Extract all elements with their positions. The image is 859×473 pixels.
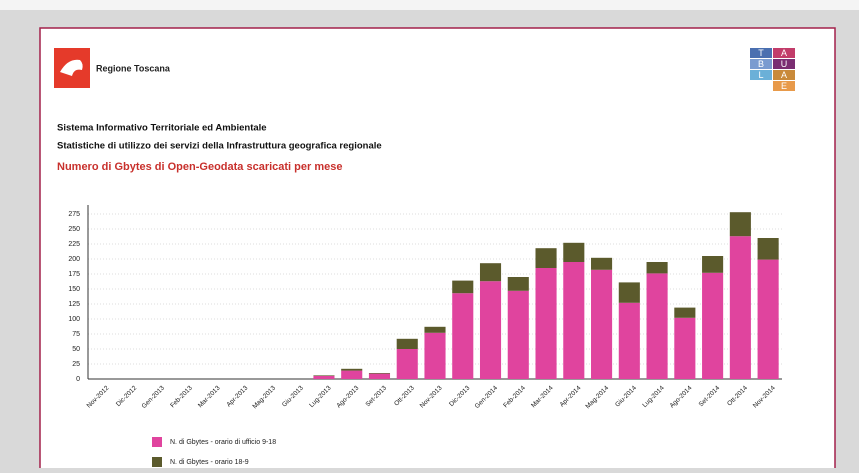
y-tick-label: 275 — [68, 211, 80, 218]
bar-segment — [591, 257, 613, 270]
bar-segment — [618, 302, 640, 379]
bar-segment — [479, 263, 502, 282]
bar-segment — [313, 376, 335, 379]
bar-segment — [341, 370, 363, 379]
header-line: Statistiche di utilizzo dei servizi dell… — [57, 141, 382, 152]
bar-segment — [674, 317, 696, 379]
header-line: Sistema Informativo Territoriale ed Ambi… — [57, 123, 267, 134]
bar-segment — [591, 269, 613, 379]
y-tick-label: 0 — [76, 376, 80, 383]
bar-segment — [396, 349, 418, 379]
bar-segment — [674, 307, 696, 318]
bar-segment — [535, 248, 557, 268]
logo-letter: T — [758, 48, 764, 58]
bar-segment — [424, 326, 446, 333]
legend-label: N. di Gbytes - orario 18-9 — [170, 459, 249, 466]
y-tick-label: 100 — [68, 316, 80, 323]
bar-segment — [757, 238, 779, 260]
logo-horse — [60, 59, 83, 76]
y-tick-label: 75 — [72, 331, 80, 338]
logo-cell — [773, 81, 795, 91]
logo-letter: L — [758, 70, 763, 80]
bar-segment — [368, 373, 391, 374]
logo-letter: E — [781, 81, 787, 91]
logo-cell — [750, 48, 772, 58]
bar-segment — [452, 293, 474, 379]
legend-swatch — [152, 457, 162, 467]
y-tick-label: 150 — [68, 286, 80, 293]
bar-segment — [396, 338, 418, 349]
bar-segment — [646, 273, 668, 379]
bar-segment — [646, 262, 668, 274]
bar-segment — [424, 332, 446, 379]
bar-segment — [479, 281, 502, 379]
bar-segment — [702, 272, 724, 379]
tabulae-logo: T AB UL AE — [750, 48, 795, 91]
logo-cell — [773, 48, 795, 58]
logo-cell — [750, 70, 772, 80]
bar-segment — [341, 368, 363, 371]
bar-segment — [507, 290, 529, 379]
org-name: Regione Toscana — [96, 63, 171, 73]
logo-letter: U — [781, 59, 788, 69]
y-tick-label: 25 — [72, 361, 80, 368]
logo-letter: A — [781, 48, 787, 58]
bar-segment — [535, 268, 557, 379]
logo-letter: B — [758, 59, 764, 69]
bar-segment — [702, 256, 724, 273]
bar-segment — [368, 373, 391, 379]
bar-segment — [618, 282, 640, 303]
bar-segment — [757, 259, 779, 379]
bar-segment — [729, 236, 751, 379]
y-tick-label: 225 — [68, 241, 80, 248]
chart-title: Numero di Gbytes di Open-Geodata scarica… — [57, 161, 342, 173]
logo-cell — [773, 70, 795, 80]
y-tick-label: 175 — [68, 271, 80, 278]
bar-segment — [563, 262, 585, 379]
y-tick-label: 200 — [68, 256, 80, 263]
y-tick-label: 125 — [68, 301, 80, 308]
panel — [39, 27, 836, 473]
bar-segment — [563, 242, 585, 262]
legend-swatch — [152, 437, 162, 447]
bar-segment — [729, 212, 751, 237]
legend-label: N. di Gbytes - orario di ufficio 9-18 — [170, 439, 276, 446]
bar-segment — [313, 375, 335, 376]
logo-letter: A — [781, 70, 787, 80]
logo-cell — [750, 59, 772, 69]
top-strip — [0, 0, 859, 10]
bar-segment — [452, 280, 474, 294]
bar-segment — [507, 277, 529, 291]
y-tick-label: 50 — [72, 346, 80, 353]
logo-cell — [773, 59, 795, 69]
y-tick-label: 250 — [68, 226, 80, 233]
